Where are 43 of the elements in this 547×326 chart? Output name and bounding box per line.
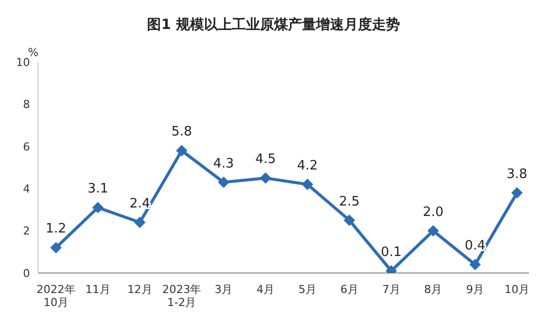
data-label: 5.8 bbox=[171, 124, 192, 140]
data-label: 2.4 bbox=[129, 196, 150, 212]
point bbox=[92, 202, 104, 214]
chart-title: 图1 规模以上工业原煤产量增速月度走势 bbox=[146, 16, 401, 35]
data-label: 3.1 bbox=[88, 182, 108, 197]
data-label: 0.4 bbox=[464, 238, 486, 254]
point bbox=[344, 214, 355, 226]
data-label: 4.2 bbox=[297, 158, 318, 174]
point bbox=[134, 216, 146, 228]
point bbox=[470, 259, 481, 270]
x-tick-label: 11月 bbox=[85, 283, 110, 296]
x-tick-label: 8月 bbox=[424, 283, 442, 296]
data-label: 3.8 bbox=[506, 166, 528, 182]
data-label: 4.3 bbox=[213, 156, 234, 172]
x-tick-label: 2022年 10月 bbox=[36, 283, 76, 309]
point bbox=[428, 225, 439, 236]
y-axis-title: % bbox=[28, 46, 38, 59]
data-label: 2.5 bbox=[339, 194, 360, 210]
y-tick-label: 10 bbox=[16, 56, 30, 69]
point bbox=[50, 242, 62, 254]
x-tick-label: 3月 bbox=[214, 283, 233, 296]
y-tick-label: 2 bbox=[23, 224, 30, 238]
point bbox=[302, 178, 313, 190]
x-tick-label: 5月 bbox=[298, 283, 316, 296]
x-tick-label: 4月 bbox=[256, 283, 275, 296]
x-tick-label: 6月 bbox=[340, 283, 358, 296]
x-tick-label: 10月 bbox=[504, 283, 530, 296]
y-tick-label: 8 bbox=[23, 98, 30, 112]
x-tick-label: 2023年 1-2月 bbox=[162, 283, 202, 309]
x-tick-label: 7月 bbox=[382, 283, 400, 296]
data-label: 0.1 bbox=[380, 244, 402, 260]
data-label: 2.0 bbox=[422, 204, 444, 220]
point bbox=[260, 172, 272, 184]
x-tick-label: 9月 bbox=[466, 283, 484, 296]
y-tick-label: 0 bbox=[23, 266, 30, 280]
y-tick-label: 6 bbox=[23, 140, 30, 154]
y-tick-label: 4 bbox=[23, 182, 30, 196]
data-label: 4.5 bbox=[255, 152, 276, 168]
point bbox=[176, 145, 188, 156]
x-tick-label: 12月 bbox=[127, 283, 152, 296]
data-label: 1.2 bbox=[46, 222, 66, 237]
point bbox=[512, 187, 522, 198]
point bbox=[218, 176, 230, 188]
